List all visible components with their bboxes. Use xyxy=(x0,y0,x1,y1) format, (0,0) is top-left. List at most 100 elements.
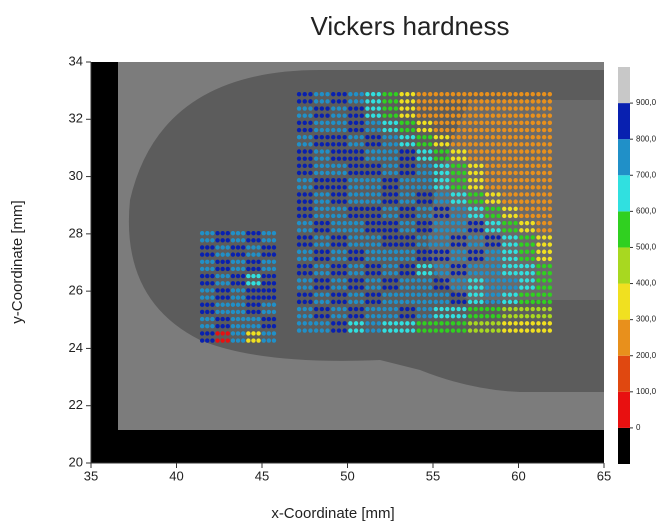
hardness-cell xyxy=(519,306,535,319)
hardness-dot xyxy=(507,156,513,161)
hardness-dot xyxy=(225,309,230,315)
hardness-dot xyxy=(319,142,325,147)
hardness-dot xyxy=(502,99,507,104)
hardness-dot xyxy=(240,288,246,293)
hardness-dot xyxy=(388,142,393,147)
hardness-dot xyxy=(479,314,484,319)
colorbar-tick-label: 0 xyxy=(636,423,641,432)
hardness-cell xyxy=(199,316,215,329)
hardness-dot xyxy=(479,142,484,147)
hardness-dot xyxy=(336,242,342,247)
hardness-dot xyxy=(502,120,507,126)
hardness-dot xyxy=(416,177,421,183)
hardness-dot xyxy=(456,314,461,319)
hardness-dot xyxy=(467,213,473,219)
hardness-cell xyxy=(261,273,277,286)
hardness-cell xyxy=(199,302,215,315)
hardness-dot xyxy=(246,324,251,329)
hardness-dot xyxy=(422,106,427,111)
hardness-dot xyxy=(502,206,507,211)
hardness-dot xyxy=(246,316,251,322)
hardness-dot xyxy=(353,92,359,97)
hardness-dot xyxy=(336,271,342,276)
hardness-cell xyxy=(199,245,215,257)
hardness-dot xyxy=(348,134,353,140)
hardness-dot xyxy=(308,113,313,118)
hardness-dot xyxy=(230,273,236,279)
hardness-dot xyxy=(342,99,347,104)
hardness-dot xyxy=(325,134,330,140)
hardness-cell xyxy=(416,220,433,233)
hardness-dot xyxy=(507,321,513,326)
hardness-dot xyxy=(382,285,387,290)
hardness-dot xyxy=(348,120,353,126)
hardness-cell xyxy=(365,321,382,333)
hardness-cell xyxy=(484,321,501,333)
hardness-dot xyxy=(524,328,530,333)
hardness-dot xyxy=(490,134,496,140)
hardness-dot xyxy=(479,242,484,247)
hardness-dot xyxy=(342,192,347,197)
hardness-dot xyxy=(382,163,387,169)
hardness-dot xyxy=(450,314,456,319)
hardness-dot xyxy=(342,220,347,226)
hardness-dot xyxy=(336,127,342,133)
hardness-dot xyxy=(507,328,513,333)
hardness-dot xyxy=(524,134,530,140)
hardness-dot xyxy=(439,177,444,183)
hardness-dot xyxy=(336,170,342,176)
hardness-cell xyxy=(399,278,416,290)
hardness-dot xyxy=(450,149,456,154)
hardness-dot xyxy=(336,220,342,226)
hardness-dot xyxy=(376,299,382,305)
hardness-dot xyxy=(246,266,251,272)
hardness-dot xyxy=(433,299,439,305)
colorbar-tick-label: 600,0 xyxy=(636,206,657,215)
hardness-dot xyxy=(370,328,376,333)
hardness-dot xyxy=(530,127,535,133)
hardness-dot xyxy=(393,249,399,254)
hardness-dot xyxy=(536,235,541,240)
hardness-cell xyxy=(331,306,347,319)
hardness-dot xyxy=(405,185,410,190)
hardness-dot xyxy=(479,99,484,104)
hardness-dot xyxy=(530,99,535,104)
hardness-dot xyxy=(484,228,490,233)
hardness-dot xyxy=(225,281,230,286)
hardness-dot xyxy=(422,292,427,297)
hardness-cell xyxy=(416,149,433,161)
hardness-dot xyxy=(348,199,353,204)
hardness-dot xyxy=(450,285,456,290)
hardness-dot xyxy=(359,271,364,276)
hardness-dot xyxy=(462,185,467,190)
hardness-dot xyxy=(388,249,393,254)
hardness-dot xyxy=(365,163,370,169)
hardness-dot xyxy=(405,306,410,312)
hardness-dot xyxy=(450,263,456,269)
hardness-dot xyxy=(336,192,342,197)
hardness-dot xyxy=(427,213,433,219)
hardness-dot xyxy=(479,278,484,283)
hardness-dot xyxy=(261,230,266,236)
hardness-dot xyxy=(530,199,535,204)
hardness-dot xyxy=(331,127,336,133)
hardness-dot xyxy=(479,199,484,204)
hardness-dot xyxy=(240,266,246,272)
hardness-dot xyxy=(302,328,307,333)
hardness-dot xyxy=(199,266,205,272)
hardness-cell xyxy=(261,288,277,300)
hardness-dot xyxy=(439,299,444,305)
hardness-cell xyxy=(450,235,467,247)
hardness-dot xyxy=(507,192,513,197)
hardness-dot xyxy=(302,314,307,319)
hardness-dot xyxy=(467,192,473,197)
hardness-dot xyxy=(473,170,478,176)
hardness-dot xyxy=(370,242,376,247)
hardness-cell xyxy=(519,177,535,190)
hardness-cell xyxy=(433,120,450,133)
hardness-cell xyxy=(416,235,433,247)
hardness-dot xyxy=(382,242,387,247)
hardness-cell xyxy=(519,235,535,247)
hardness-cell xyxy=(365,220,382,233)
hardness-dot xyxy=(393,263,399,269)
